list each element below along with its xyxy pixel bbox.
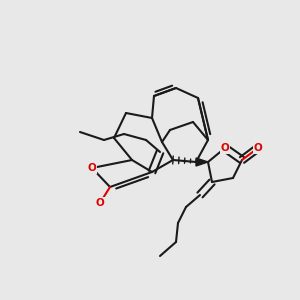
Text: O: O <box>254 143 262 153</box>
Polygon shape <box>196 158 208 166</box>
Text: O: O <box>88 163 96 173</box>
Text: O: O <box>220 143 230 153</box>
Text: O: O <box>96 198 104 208</box>
